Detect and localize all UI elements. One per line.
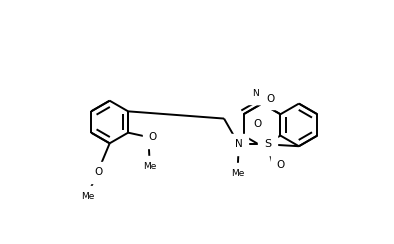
Text: N: N — [252, 89, 258, 98]
Text: N: N — [235, 139, 243, 149]
Text: O: O — [276, 160, 284, 170]
Text: H: H — [258, 89, 265, 98]
Text: S: S — [264, 139, 271, 149]
Text: Me: Me — [82, 192, 95, 201]
Text: Me: Me — [143, 162, 156, 171]
Text: O: O — [95, 167, 102, 177]
Text: Me: Me — [231, 169, 245, 178]
Text: O: O — [266, 93, 275, 103]
Text: O: O — [149, 132, 157, 142]
Text: O: O — [254, 119, 262, 129]
